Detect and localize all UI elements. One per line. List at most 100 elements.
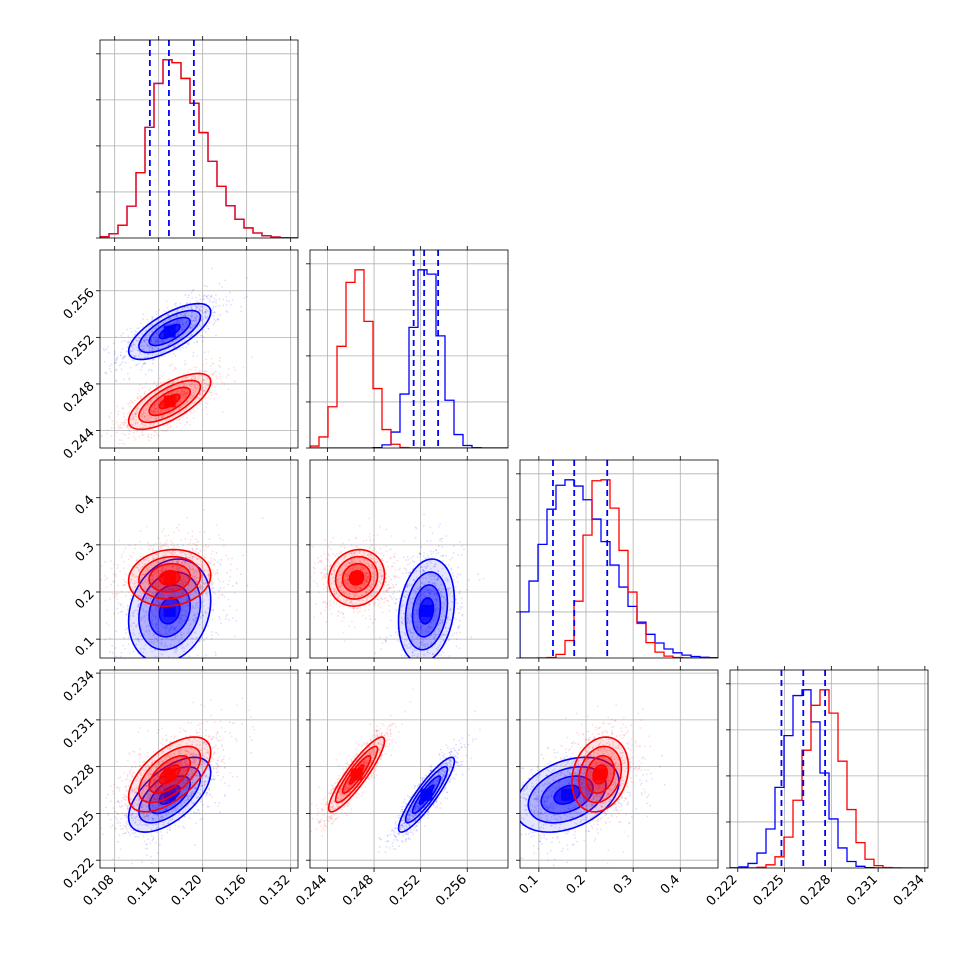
- contour-series-0: [404, 571, 449, 651]
- panel-3-3: [726, 666, 929, 872]
- contour-series-0: [527, 765, 607, 824]
- contour-series-1: [334, 555, 379, 600]
- x-tick-label: 0.225: [750, 872, 787, 909]
- panel-content: [520, 460, 718, 658]
- contour-series-1: [341, 754, 372, 794]
- y-tick-label: 0.252: [61, 332, 98, 369]
- contour-series-1: [341, 562, 372, 593]
- y-tick-label: 0.228: [61, 762, 98, 799]
- panel-2-2: [516, 456, 719, 662]
- panel-content: [310, 513, 485, 658]
- contour-series-1: [585, 754, 616, 794]
- panel-frame: [99, 39, 299, 239]
- contour-series-1: [127, 736, 212, 813]
- x-tick-label: 0.252: [387, 872, 424, 909]
- histogram-series-0: [520, 479, 718, 658]
- histogram-series-1: [100, 59, 298, 238]
- panel-content: [100, 40, 298, 238]
- histogram-series-0: [100, 59, 298, 238]
- density-peak-series-1: [350, 768, 363, 781]
- histogram-series-1: [310, 269, 508, 448]
- y-tick-label: 0.231: [61, 715, 98, 752]
- contour-series-1: [127, 548, 212, 607]
- contour-series-0: [411, 584, 442, 638]
- x-tick-label: 0.234: [891, 872, 928, 909]
- scatter-series-1: [100, 697, 256, 850]
- contour-series-0: [418, 597, 435, 625]
- x-tick-label: 0.3: [611, 872, 636, 897]
- x-tick-label: 0.228: [797, 872, 834, 909]
- density-peak-series-0: [420, 788, 433, 801]
- panel-2-1: [306, 456, 509, 662]
- contour-series-1: [327, 548, 386, 607]
- density-peak-series-1: [163, 395, 176, 408]
- panel-1-1: [306, 246, 509, 452]
- density-peak-series-1: [594, 768, 607, 781]
- panel-content: [100, 697, 256, 865]
- contour-series-1: [148, 754, 192, 794]
- x-tick-label: 0.248: [340, 872, 377, 909]
- x-tick-label: 0.1: [516, 872, 541, 897]
- x-tick-label: 0.114: [125, 872, 162, 909]
- contour-series-1: [127, 372, 212, 431]
- contour-series-0: [520, 756, 620, 833]
- y-tick-label: 0.1: [72, 634, 97, 659]
- contour-series-0: [553, 784, 581, 805]
- y-tick-label: 0.4: [72, 493, 97, 518]
- x-tick-label: 0.231: [844, 872, 881, 909]
- y-tick-label: 0.256: [61, 286, 98, 323]
- density-peak-series-0: [163, 325, 176, 338]
- y-tick-label: 0.2: [72, 587, 97, 612]
- panel-content: [310, 688, 481, 854]
- panel-2-0: [96, 456, 299, 662]
- panel-3-0: [96, 666, 299, 872]
- contour-series-1: [327, 736, 386, 813]
- density-peak-series-1: [163, 571, 176, 584]
- contour-series-0: [138, 571, 202, 651]
- x-tick-label: 0.4: [658, 872, 683, 897]
- contour-series-1: [571, 736, 630, 813]
- x-tick-label: 0.222: [704, 872, 741, 909]
- contour-series-1: [138, 555, 202, 600]
- contour-series-1: [148, 562, 192, 593]
- contour-series-0: [127, 756, 212, 833]
- contour-series-0: [127, 302, 212, 361]
- contour-series-1: [138, 379, 202, 424]
- density-peak-series-0: [163, 604, 176, 617]
- x-tick-label: 0.108: [81, 872, 118, 909]
- panel-3-2: [516, 666, 719, 872]
- panel-content: [100, 267, 253, 448]
- contour-series-0: [397, 756, 456, 833]
- histogram-series-0: [310, 269, 508, 448]
- contour-series-0: [148, 316, 192, 347]
- panel-0-0: [96, 36, 299, 242]
- panel-1-0: [96, 246, 299, 452]
- x-tick-label: 0.126: [213, 872, 250, 909]
- contour-series-0: [411, 775, 442, 815]
- x-tick-label: 0.132: [257, 872, 294, 909]
- scatter-series-0: [101, 721, 253, 865]
- contour-series-0: [404, 765, 449, 824]
- y-tick-label: 0.3: [72, 540, 97, 565]
- scatter-series-1: [310, 688, 414, 837]
- y-tick-label: 0.234: [61, 668, 98, 705]
- panel-frame: [519, 459, 719, 659]
- panel-frame: [99, 669, 299, 869]
- contour-series-1: [334, 745, 379, 804]
- panel-content: [100, 508, 264, 658]
- x-tick-label: 0.244: [293, 872, 330, 909]
- contour-series-1: [578, 745, 623, 804]
- contour-series-0: [397, 558, 456, 658]
- panel-content: [310, 250, 508, 448]
- density-peak-series-0: [561, 788, 574, 801]
- contour-series-1: [138, 745, 202, 804]
- y-tick-label: 0.248: [61, 379, 98, 416]
- panel-frame: [729, 669, 929, 869]
- density-peak-series-0: [420, 604, 433, 617]
- contour-series-1: [592, 764, 609, 785]
- density-peak-series-1: [350, 571, 363, 584]
- panel-frame: [309, 249, 509, 449]
- x-tick-label: 0.2: [564, 872, 589, 897]
- y-tick-label: 0.244: [61, 426, 98, 463]
